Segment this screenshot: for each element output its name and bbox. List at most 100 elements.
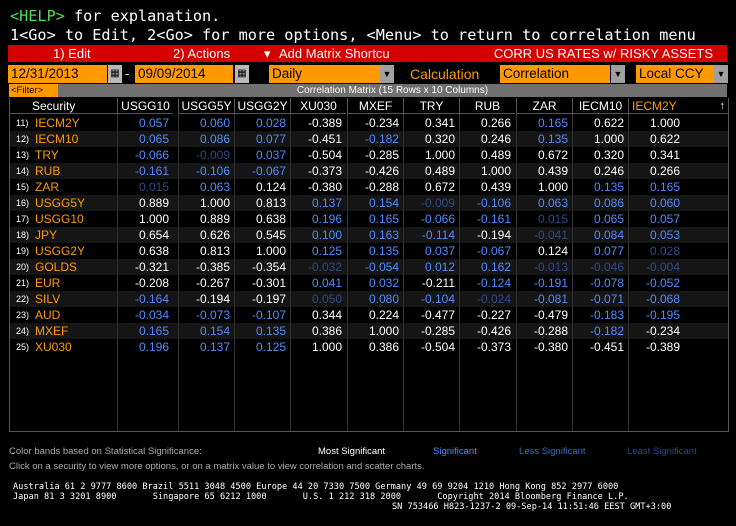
matrix-cell[interactable]: 0.320: [424, 132, 455, 146]
matrix-cell[interactable]: 0.037: [424, 244, 455, 258]
matrix-cell[interactable]: 1.000: [138, 212, 169, 226]
matrix-cell[interactable]: 0.077: [255, 132, 286, 146]
matrix-cell[interactable]: 0.246: [593, 164, 624, 178]
column-header-try[interactable]: TRY: [403, 98, 459, 114]
matrix-cell[interactable]: -0.071: [589, 292, 624, 306]
matrix-cell[interactable]: 0.124: [537, 244, 568, 258]
matrix-cell[interactable]: -0.234: [645, 324, 680, 338]
security-name[interactable]: USGG5Y: [35, 196, 86, 210]
matrix-cell[interactable]: -0.183: [589, 308, 624, 322]
matrix-cell[interactable]: 1.000: [311, 340, 342, 354]
matrix-cell[interactable]: -0.234: [364, 116, 399, 130]
matrix-cell[interactable]: 0.154: [199, 324, 230, 338]
security-name[interactable]: USGG10: [35, 212, 84, 226]
matrix-cell[interactable]: 0.638: [138, 244, 169, 258]
matrix-cell[interactable]: 0.344: [311, 308, 342, 322]
matrix-cell[interactable]: 0.266: [649, 164, 680, 178]
matrix-cell[interactable]: -0.104: [420, 292, 455, 306]
matrix-cell[interactable]: 0.813: [255, 196, 286, 210]
matrix-cell[interactable]: 0.386: [311, 324, 342, 338]
matrix-cell[interactable]: 0.060: [199, 116, 230, 130]
matrix-cell[interactable]: -0.389: [645, 340, 680, 354]
matrix-cell[interactable]: 0.196: [138, 340, 169, 354]
security-name[interactable]: ZAR: [35, 180, 59, 194]
column-header-usgg10[interactable]: USGG10: [117, 98, 173, 114]
matrix-cell[interactable]: 0.086: [593, 196, 624, 210]
currency-select[interactable]: Local CCY: [636, 65, 714, 83]
matrix-cell[interactable]: 0.012: [424, 260, 455, 274]
start-date-input[interactable]: 12/31/2013: [8, 65, 107, 83]
matrix-cell[interactable]: -0.504: [420, 340, 455, 354]
column-header-rub[interactable]: RUB: [459, 98, 515, 114]
matrix-cell[interactable]: -0.161: [476, 212, 511, 226]
matrix-cell[interactable]: -0.301: [251, 276, 286, 290]
matrix-cell[interactable]: 0.165: [138, 324, 169, 338]
matrix-cell[interactable]: -0.380: [533, 340, 568, 354]
chevron-down-icon[interactable]: ▼: [380, 65, 394, 83]
matrix-cell[interactable]: 0.135: [537, 132, 568, 146]
matrix-cell[interactable]: 0.060: [649, 196, 680, 210]
matrix-cell[interactable]: 0.086: [199, 132, 230, 146]
column-header-mxef[interactable]: MXEF: [347, 98, 403, 114]
matrix-cell[interactable]: 0.638: [255, 212, 286, 226]
add-matrix-shortcut-button[interactable]: Add Matrix Shortcu: [279, 46, 390, 61]
matrix-cell[interactable]: -0.066: [420, 212, 455, 226]
matrix-cell[interactable]: 0.125: [255, 340, 286, 354]
matrix-cell[interactable]: 0.672: [537, 148, 568, 162]
security-name[interactable]: IECM2Y: [35, 116, 80, 130]
matrix-cell[interactable]: -0.227: [476, 308, 511, 322]
security-name[interactable]: SILV: [35, 292, 61, 306]
matrix-cell[interactable]: 0.135: [255, 324, 286, 338]
security-header[interactable]: Security: [10, 98, 117, 114]
matrix-cell[interactable]: 0.654: [138, 228, 169, 242]
actions-arrow-icon[interactable]: ▾: [264, 46, 271, 61]
matrix-cell[interactable]: 0.889: [199, 212, 230, 226]
matrix-cell[interactable]: 1.000: [368, 324, 399, 338]
security-name[interactable]: MXEF: [35, 324, 69, 338]
column-header-usgg2y[interactable]: USGG2Y: [234, 98, 290, 114]
matrix-cell[interactable]: 0.063: [537, 196, 568, 210]
matrix-cell[interactable]: 0.028: [649, 244, 680, 258]
matrix-cell[interactable]: -0.107: [251, 308, 286, 322]
matrix-cell[interactable]: 0.622: [593, 116, 624, 130]
column-header-usgg5y[interactable]: USGG5Y: [178, 98, 234, 114]
matrix-cell[interactable]: 1.000: [537, 180, 568, 194]
matrix-cell[interactable]: 0.100: [311, 228, 342, 242]
matrix-cell[interactable]: 0.057: [138, 116, 169, 130]
matrix-cell[interactable]: 0.063: [199, 180, 230, 194]
matrix-cell[interactable]: -0.380: [307, 180, 342, 194]
security-name[interactable]: USGG2Y: [35, 244, 86, 258]
end-date-input[interactable]: 09/09/2014: [135, 65, 233, 83]
security-name[interactable]: XU030: [35, 340, 72, 354]
matrix-cell[interactable]: 0.084: [593, 228, 624, 242]
matrix-cell[interactable]: -0.267: [195, 276, 230, 290]
matrix-cell[interactable]: 1.000: [255, 244, 286, 258]
matrix-cell[interactable]: -0.194: [195, 292, 230, 306]
column-header-zar[interactable]: ZAR: [516, 98, 572, 114]
security-name[interactable]: IECM10: [35, 132, 79, 146]
matrix-cell[interactable]: -0.013: [533, 260, 568, 274]
chevron-down-icon[interactable]: ▼: [714, 65, 728, 83]
security-name[interactable]: GOLDS: [35, 260, 78, 274]
matrix-cell[interactable]: 0.080: [368, 292, 399, 306]
calculation-select[interactable]: Correlation: [500, 65, 610, 83]
matrix-cell[interactable]: 1.000: [649, 116, 680, 130]
column-header-iecm2y[interactable]: IECM2Y: [628, 98, 728, 114]
matrix-cell[interactable]: -0.067: [476, 244, 511, 258]
matrix-cell[interactable]: -0.164: [134, 292, 169, 306]
matrix-cell[interactable]: 0.065: [138, 132, 169, 146]
matrix-cell[interactable]: -0.106: [195, 164, 230, 178]
matrix-cell[interactable]: -0.191: [533, 276, 568, 290]
matrix-cell[interactable]: -0.009: [195, 148, 230, 162]
matrix-cell[interactable]: -0.068: [645, 292, 680, 306]
matrix-cell[interactable]: 0.545: [255, 228, 286, 242]
matrix-cell[interactable]: 0.626: [199, 228, 230, 242]
matrix-cell[interactable]: 0.163: [368, 228, 399, 242]
matrix-cell[interactable]: 0.320: [593, 148, 624, 162]
matrix-cell[interactable]: -0.426: [364, 164, 399, 178]
matrix-cell[interactable]: 1.000: [424, 148, 455, 162]
matrix-cell[interactable]: 1.000: [199, 196, 230, 210]
column-header-xu030[interactable]: XU030: [290, 98, 346, 114]
matrix-cell[interactable]: -0.195: [645, 308, 680, 322]
matrix-cell[interactable]: 0.154: [368, 196, 399, 210]
